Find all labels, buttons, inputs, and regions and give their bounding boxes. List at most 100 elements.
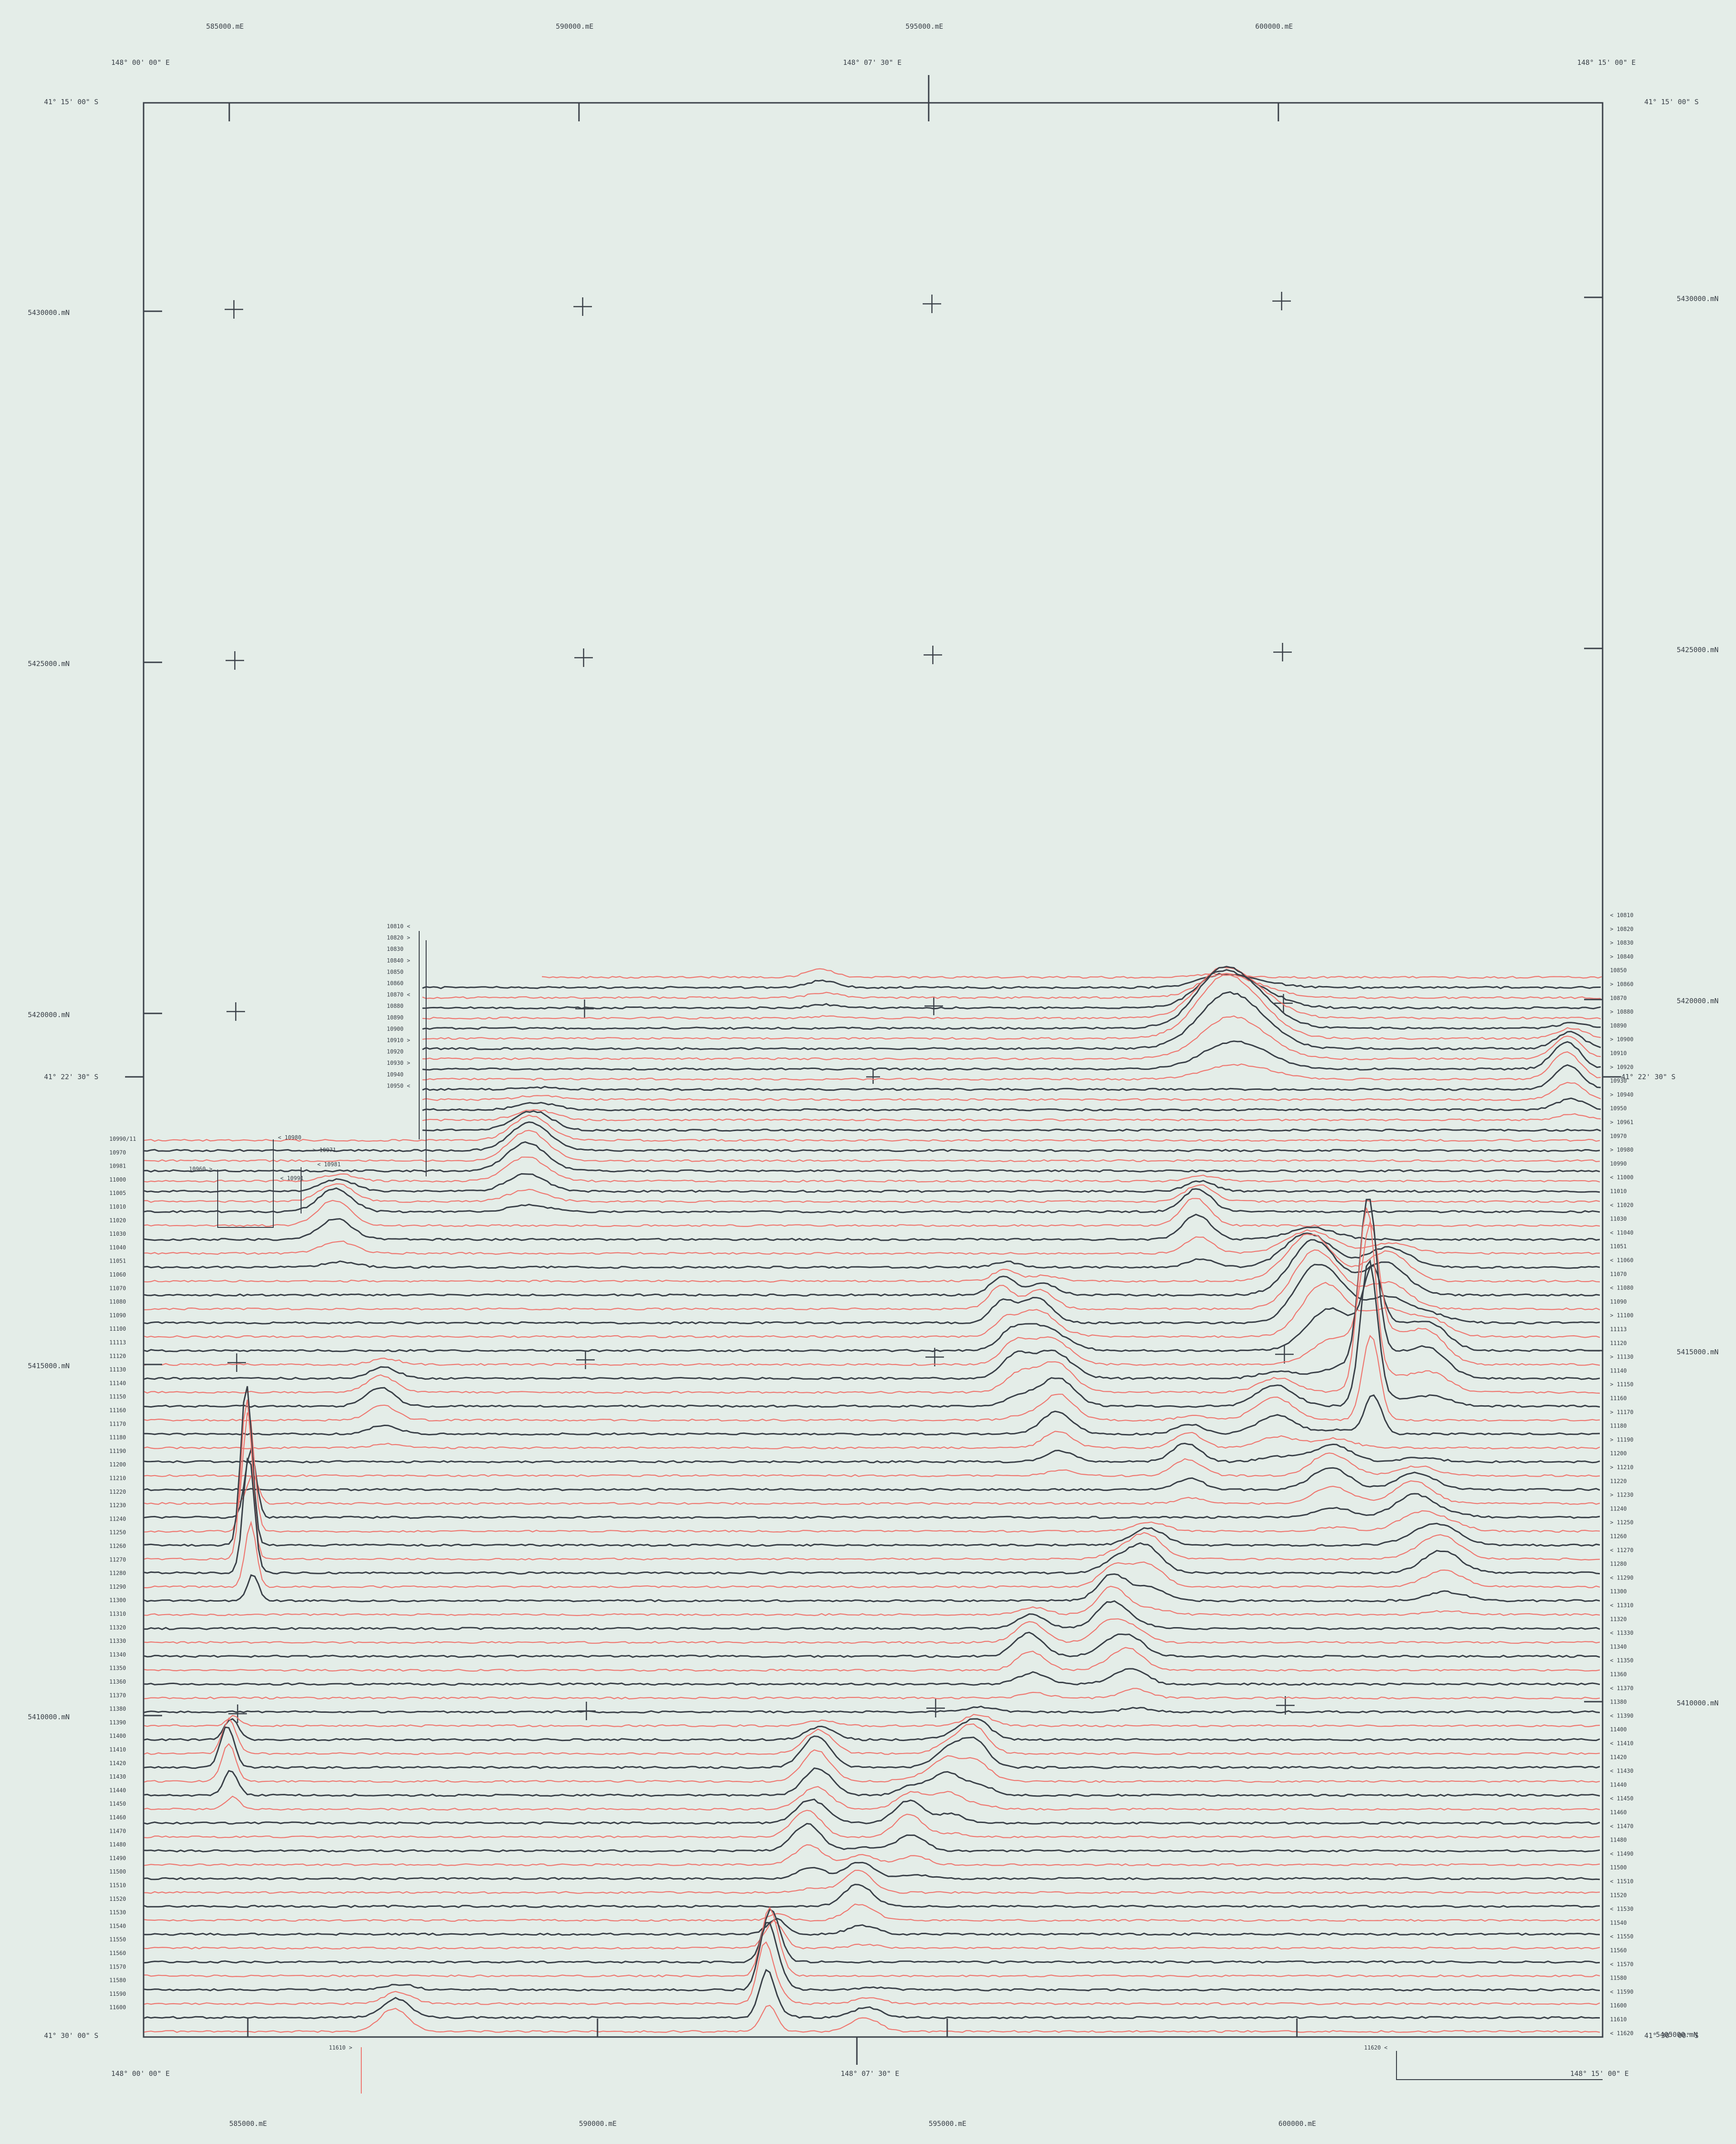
left-line-label: 11410	[109, 1747, 126, 1753]
right-line-label: 11360	[1610, 1671, 1627, 1678]
right-northing-label: 5415000.mN	[1677, 1348, 1718, 1356]
right-line-label: < 11570	[1610, 1961, 1634, 1968]
flight-line-profile	[143, 1631, 1600, 1658]
right-line-label: < 11620	[1610, 2030, 1634, 2037]
flight-line-profile	[143, 1467, 1600, 1491]
grid-cross	[576, 1351, 595, 1369]
right-line-label: 11090	[1610, 1298, 1627, 1305]
profile-traces	[143, 966, 1602, 2033]
right-line-label: > 11100	[1610, 1312, 1634, 1319]
right-line-label: < 11000	[1610, 1174, 1634, 1181]
flight-line-profile	[143, 1743, 1600, 1783]
left-line-label: 11370	[109, 1692, 126, 1698]
flight-line-profile	[422, 1109, 1601, 1122]
right-line-label: < 11040	[1610, 1229, 1634, 1236]
lat-label-top-right: 41° 15' 00" S	[1644, 98, 1698, 106]
left-line-label: 11260	[109, 1543, 126, 1549]
flight-line-profile	[143, 1457, 1600, 1575]
right-line-label: 10870	[1610, 995, 1627, 1001]
lon-label-top-right: 148° 15' 00" E	[1577, 58, 1635, 67]
flight-line-profile	[143, 1844, 1600, 1867]
right-line-label: 11420	[1610, 1754, 1627, 1760]
upper-line-label: 10810 <	[387, 923, 410, 930]
left-line-label: 11120	[109, 1353, 126, 1359]
left-line-label: 11580	[109, 1977, 126, 1984]
grid-cross	[573, 297, 592, 316]
grid-cross	[226, 1002, 245, 1021]
flight-line-profile	[422, 991, 1601, 1050]
right-line-label: 10890	[1610, 1022, 1627, 1029]
left-line-label: 11350	[109, 1665, 126, 1672]
right-line-label: 11220	[1610, 1478, 1627, 1484]
left-line-label: 11290	[109, 1584, 126, 1590]
left-line-label: 11440	[109, 1787, 126, 1793]
lon-label-bottom-mid: 148° 07' 30" E	[841, 2069, 899, 2078]
right-line-label: 11600	[1610, 2002, 1627, 2009]
flight-line-profile	[143, 1213, 1600, 1241]
right-line-label: > 11170	[1610, 1409, 1634, 1415]
flight-line-profile	[143, 1232, 1600, 1269]
grid-cross	[923, 295, 941, 313]
flight-line-profile	[143, 1798, 1600, 1825]
flight-line-profile	[143, 1908, 1600, 1964]
flight-line-profile	[143, 1259, 1600, 1408]
flight-line-profile	[422, 967, 1601, 1020]
left-northing-label: 5425000.mN	[28, 660, 69, 668]
left-line-label: 11600	[109, 2004, 126, 2011]
lon-label-bottom-left: 148° 00' 00" E	[111, 2069, 170, 2078]
flight-line-profile	[143, 1264, 1600, 1352]
grid-cross	[228, 1704, 247, 1723]
left-line-label: 11030	[109, 1231, 126, 1237]
right-line-label: > 10961	[1610, 1119, 1634, 1125]
right-line-label: < 11060	[1610, 1257, 1634, 1264]
upper-line-label: 10850	[387, 968, 403, 975]
right-line-label: > 10830	[1610, 940, 1634, 946]
left-northing-label: 5415000.mN	[28, 1362, 69, 1370]
flight-line-profile	[143, 1918, 1600, 1936]
flight-line-profile	[422, 1081, 1601, 1101]
flight-line-profile	[143, 1714, 1600, 1728]
flight-line-profile	[143, 1726, 1600, 1769]
left-line-label: 11460	[109, 1814, 126, 1821]
left-line-label: 11210	[109, 1475, 126, 1482]
left-line-label: 11140	[109, 1380, 126, 1386]
right-line-label: 11140	[1610, 1367, 1627, 1374]
flight-line-profile	[143, 1399, 1600, 1561]
left-line-label: 11340	[109, 1651, 126, 1658]
flight-line-profile	[422, 969, 1601, 1010]
right-line-label: < 11370	[1610, 1685, 1634, 1691]
left-line-label: 11270	[109, 1556, 126, 1563]
flight-line-profile	[143, 1647, 1600, 1672]
flight-line-profile	[422, 975, 1601, 1040]
upper-line-label: 10950 <	[387, 1082, 410, 1089]
upper-line-label: 10910 >	[387, 1037, 410, 1044]
flight-line-profile	[143, 1447, 1600, 1519]
left-line-label: 11470	[109, 1828, 126, 1834]
flight-line-profile	[422, 1097, 1601, 1112]
flight-line-profile	[143, 1431, 1600, 1450]
grid-cross	[1272, 292, 1291, 310]
left-line-label: 11530	[109, 1909, 126, 1916]
right-line-label: > 11190	[1610, 1436, 1634, 1443]
right-line-label: 10910	[1610, 1050, 1627, 1056]
top-easting-label: 595000.mE	[906, 22, 943, 31]
left-line-label: 11160	[109, 1407, 126, 1414]
right-line-label: 11030	[1610, 1216, 1627, 1222]
upper-line-label: 10930 >	[387, 1060, 410, 1066]
flight-line-profile	[143, 1130, 1600, 1163]
left-line-label: 11060	[109, 1271, 126, 1278]
grid-cross	[866, 1070, 880, 1084]
right-line-label: < 11590	[1610, 1988, 1634, 1995]
right-line-label: 11300	[1610, 1588, 1627, 1595]
right-northing-label: 5420000.mN	[1677, 997, 1718, 1005]
flight-line-profile	[422, 973, 1601, 989]
callout-label: < 10980	[278, 1134, 302, 1141]
flight-line-profile	[143, 1717, 1600, 1755]
right-line-label: > 10980	[1610, 1147, 1634, 1153]
right-northing-label: 5405000.mN	[1656, 2031, 1698, 2039]
left-line-label: 11450	[109, 1801, 126, 1807]
left-line-label: 11330	[109, 1638, 126, 1644]
right-line-label: 11520	[1610, 1892, 1627, 1899]
flight-line-profile	[143, 1884, 1600, 1908]
